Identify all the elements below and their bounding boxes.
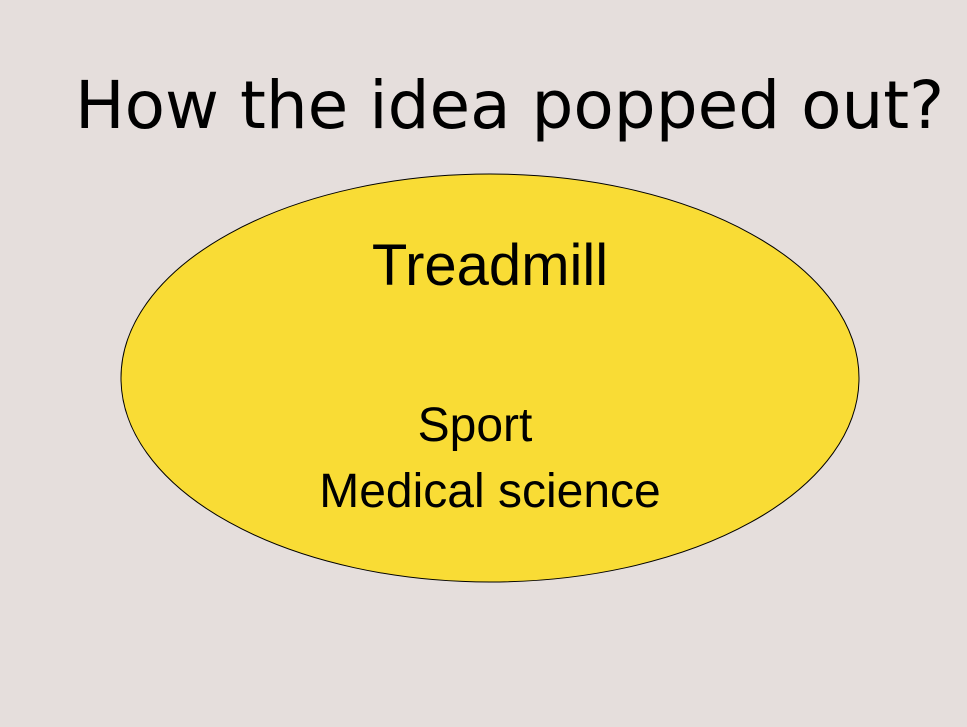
- ellipse-sub-label-sport: Sport: [417, 399, 533, 452]
- ellipse-sub-label-medical-science: Medical science: [319, 465, 661, 518]
- slide-title: How the idea popped out?: [75, 67, 945, 144]
- ellipse-main-label: Treadmill: [371, 233, 609, 298]
- yellow-ellipse: [120, 173, 860, 583]
- ellipse-shape: [120, 173, 860, 583]
